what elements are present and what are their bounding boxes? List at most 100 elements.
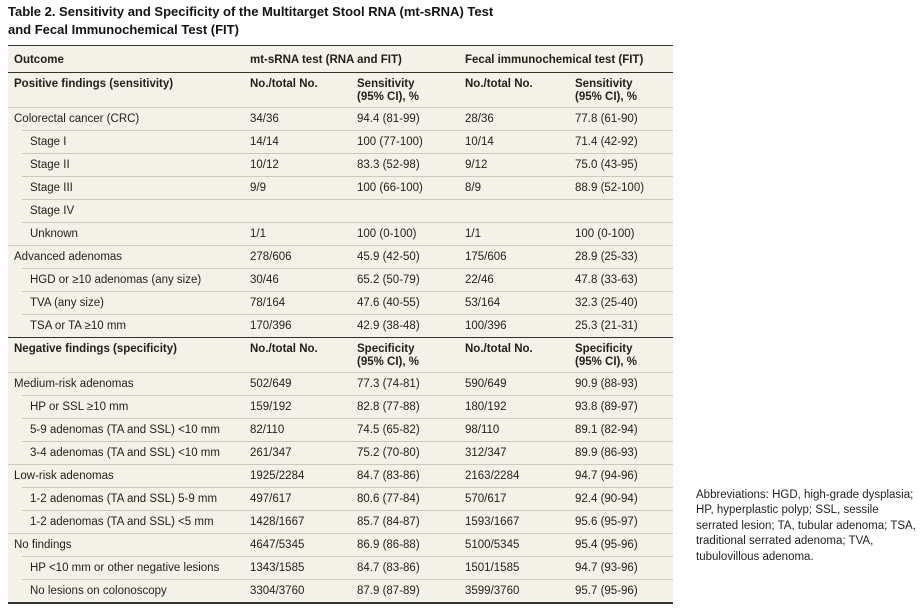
value-cell: No./total No. bbox=[250, 78, 318, 90]
value-cell: 9/9 bbox=[250, 182, 266, 194]
row-divider bbox=[22, 222, 673, 223]
row-divider bbox=[22, 153, 673, 154]
row-divider bbox=[8, 372, 673, 373]
value-cell: 1925/2284 bbox=[250, 470, 305, 482]
value-cell bbox=[250, 199, 357, 207]
column-header-outcome: Outcome bbox=[14, 54, 64, 66]
outcome-cell: Stage I bbox=[30, 136, 67, 148]
value-cell: 82/110 bbox=[250, 424, 285, 436]
row-divider bbox=[8, 337, 673, 338]
table-row: Low-risk adenomas 1925/2284 84.7 (83-86) 21… bbox=[8, 464, 673, 487]
row-divider bbox=[22, 579, 673, 580]
outcome-cell: HP or SSL ≥10 mm bbox=[30, 401, 129, 413]
value-cell: 87.9 (87-89) bbox=[357, 585, 420, 597]
outcome-cell: TSA or TA ≥10 mm bbox=[30, 320, 126, 332]
outcome-cell: HP <10 mm or other negative lesions bbox=[30, 562, 220, 574]
table-row: Stage I 14/14 100 (77-100) 10/14 71.4 (42-92… bbox=[8, 130, 673, 153]
value-cell: 84.7 (83-86) bbox=[357, 562, 420, 574]
value-cell: 4647/5345 bbox=[250, 539, 305, 551]
value-cell: 77.8 (61-90) bbox=[575, 113, 638, 125]
value-cell: 93.8 (89-97) bbox=[575, 401, 638, 413]
value-cell: 47.8 (33-63) bbox=[575, 274, 638, 286]
section-header-row: Negative findings (specificity) No./total… bbox=[8, 337, 673, 372]
value-cell: 312/347 bbox=[465, 447, 507, 459]
value-cell: 180/192 bbox=[465, 401, 507, 413]
value-cell: 47.6 (40-55) bbox=[357, 297, 420, 309]
value-cell: 100/396 bbox=[465, 320, 507, 332]
value-cell: 100 (77-100) bbox=[357, 136, 423, 148]
table-row: HGD or ≥10 adenomas (any size) 30/46 65.2 … bbox=[8, 268, 673, 291]
value-cell: 159/192 bbox=[250, 401, 292, 413]
value-cell: 14/14 bbox=[250, 136, 279, 148]
outcome-cell: 1-2 adenomas (TA and SSL) <5 mm bbox=[30, 516, 214, 528]
value-cell: 95.4 (95-96) bbox=[575, 539, 638, 551]
row-divider bbox=[8, 533, 673, 534]
value-cell: 1428/1667 bbox=[250, 516, 305, 528]
row-divider bbox=[22, 418, 673, 419]
value-cell: 95.6 (95-97) bbox=[575, 516, 638, 528]
table-row: Colorectal cancer (CRC) 34/36 94.4 (81-99)… bbox=[8, 107, 673, 130]
value-cell: 98/110 bbox=[465, 424, 500, 436]
value-cell: 502/649 bbox=[250, 378, 292, 390]
row-divider bbox=[22, 199, 673, 200]
value-cell: 1501/1585 bbox=[465, 562, 520, 574]
value-cell: 82.8 (77-88) bbox=[357, 401, 420, 413]
value-cell: 71.4 (42-92) bbox=[575, 136, 638, 148]
value-cell: 80.6 (77-84) bbox=[357, 493, 420, 505]
value-cell: 100 (66-100) bbox=[357, 182, 423, 194]
row-divider bbox=[22, 441, 673, 442]
table-row: TSA or TA ≥10 mm 170/396 42.9 (38-48) 100/3… bbox=[8, 314, 673, 337]
value-cell: 1/1 bbox=[250, 228, 266, 240]
row-divider bbox=[22, 176, 673, 177]
section-header-row: Positive findings (sensitivity) No./total… bbox=[8, 72, 673, 107]
value-cell: 28.9 (25-33) bbox=[575, 251, 638, 263]
value-cell: 25.3 (21-31) bbox=[575, 320, 638, 332]
value-cell: 2163/2284 bbox=[465, 470, 520, 482]
value-cell: 32.3 (25-40) bbox=[575, 297, 638, 309]
table-row: 5-9 adenomas (TA and SSL) <10 mm 82/110 74… bbox=[8, 418, 673, 441]
column-group-fit: Fecal immunochemical test (FIT) bbox=[465, 54, 644, 66]
outcome-cell: Medium-risk adenomas bbox=[14, 378, 134, 390]
value-cell: 5100/5345 bbox=[465, 539, 520, 551]
value-cell: 74.5 (65-82) bbox=[357, 424, 420, 436]
value-cell: 278/606 bbox=[250, 251, 292, 263]
value-cell: 3304/3760 bbox=[250, 585, 305, 597]
table-row: 1-2 adenomas (TA and SSL) 5-9 mm 497/617 8… bbox=[8, 487, 673, 510]
value-cell: 77.3 (74-81) bbox=[357, 378, 420, 390]
row-divider bbox=[22, 314, 673, 315]
value-cell: 86.9 (86-88) bbox=[357, 539, 420, 551]
row-divider bbox=[22, 291, 673, 292]
value-cell: 34/36 bbox=[250, 113, 279, 125]
table-row: HP <10 mm or other negative lesions 1343/… bbox=[8, 556, 673, 579]
table-title: Table 2. Sensitivity and Specificity of … bbox=[8, 4, 494, 37]
value-cell: 590/649 bbox=[465, 378, 507, 390]
row-divider bbox=[22, 268, 673, 269]
value-cell: 100 (0-100) bbox=[357, 228, 417, 240]
value-cell: Specificity (95% CI), % bbox=[357, 343, 419, 368]
value-cell: Specificity (95% CI), % bbox=[575, 343, 637, 368]
value-cell: 75.0 (43-95) bbox=[575, 159, 638, 171]
value-cell: 95.7 (95-96) bbox=[575, 585, 638, 597]
outcome-cell: Unknown bbox=[30, 228, 78, 240]
value-cell: No./total No. bbox=[250, 343, 318, 355]
outcome-cell: TVA (any size) bbox=[30, 297, 104, 309]
value-cell: 22/46 bbox=[465, 274, 494, 286]
value-cell: 84.7 (83-86) bbox=[357, 470, 420, 482]
row-divider bbox=[22, 556, 673, 557]
value-cell: 100 (0-100) bbox=[575, 228, 635, 240]
value-cell: 89.1 (82-94) bbox=[575, 424, 638, 436]
value-cell: 83.3 (52-98) bbox=[357, 159, 420, 171]
table-row: HP or SSL ≥10 mm 159/192 82.8 (77-88) 180/1… bbox=[8, 395, 673, 418]
results-table: Outcome mt-sRNA test (RNA and FIT) Fecal… bbox=[8, 45, 673, 604]
row-divider bbox=[22, 487, 673, 488]
abbreviations-footnote: Abbreviations: HGD, high-grade dysplasia… bbox=[696, 489, 916, 563]
row-divider bbox=[8, 464, 673, 465]
outcome-cell: No findings bbox=[14, 539, 72, 551]
value-cell: 570/617 bbox=[465, 493, 507, 505]
table-row: Stage IV bbox=[8, 199, 673, 222]
value-cell: 89.9 (86-93) bbox=[575, 447, 638, 459]
table-row: Stage III 9/9 100 (66-100) 8/9 88.9 (52-100) bbox=[8, 176, 673, 199]
table-header-row: Outcome mt-sRNA test (RNA and FIT) Fecal… bbox=[8, 46, 673, 72]
outcome-cell: Negative findings (specificity) bbox=[14, 343, 177, 355]
table-row: Medium-risk adenomas 502/649 77.3 (74-81) 5… bbox=[8, 372, 673, 395]
